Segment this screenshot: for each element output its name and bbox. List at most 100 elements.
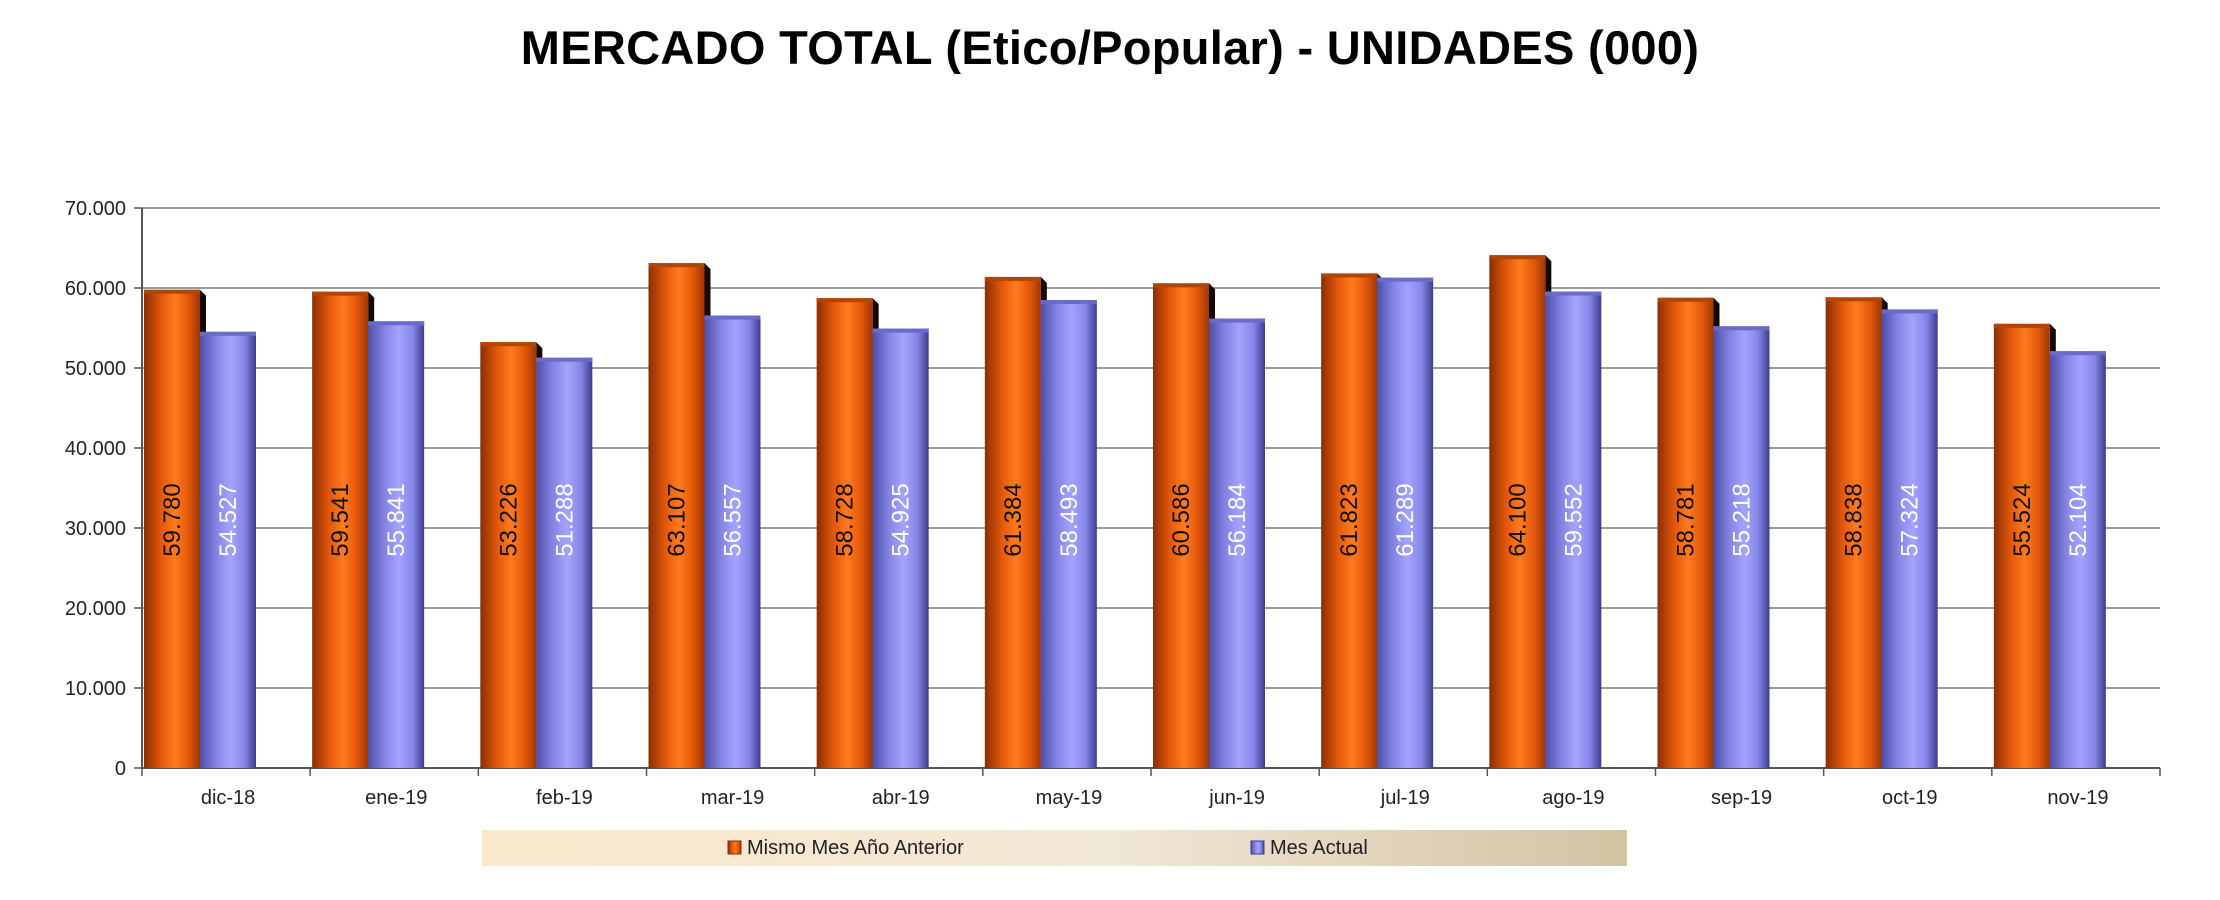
- data-label: 63.107: [664, 483, 691, 556]
- bar-top-ago-19: [1545, 291, 1602, 296]
- bar-previous-year-mar-19: [648, 263, 705, 768]
- data-label: 58.781: [1673, 483, 1700, 556]
- y-tick-label: 50.000: [65, 358, 126, 380]
- y-tick-label: 40.000: [65, 438, 126, 460]
- bar-top-nov-19: [2049, 351, 2106, 356]
- bar-current-month-mar-19: [704, 315, 761, 768]
- bar-previous-year-may-19: [984, 276, 1041, 768]
- axes: 0 10.000 20.000 30.000 40.000 50.000 60.000 70.…: [65, 198, 2161, 809]
- bar-previous-year-jun-19: [1153, 283, 1209, 768]
- data-label: 58.728: [832, 483, 859, 556]
- bar-top-abr-19: [816, 298, 873, 303]
- x-tick-label: oct-19: [1882, 787, 1938, 809]
- data-label: 54.925: [888, 483, 915, 556]
- bar-top-oct-19: [1881, 309, 1938, 314]
- bar-top-dic-18: [200, 331, 256, 336]
- bar-current-month-jun-19: [1209, 318, 1265, 768]
- bar-current-month-may-19: [1040, 300, 1097, 768]
- bar-top-feb-19: [480, 342, 537, 347]
- bar-top-jul-19: [1377, 277, 1434, 282]
- y-tick-label: 0: [115, 758, 126, 780]
- data-label: 51.288: [551, 483, 578, 556]
- x-tick-label: nov-19: [2047, 787, 2108, 809]
- bar-top-sep-19: [1657, 297, 1714, 302]
- legend-swatch: [1250, 840, 1265, 855]
- bar-current-month-oct-19: [1881, 309, 1938, 768]
- data-label: 53.226: [495, 483, 522, 556]
- bar-top-ene-19: [368, 321, 425, 326]
- bar-top-ene-19: [312, 291, 369, 296]
- data-label: 59.552: [1560, 483, 1587, 556]
- data-label: 57.324: [1897, 483, 1924, 556]
- x-tick-label: ago-19: [1542, 787, 1604, 809]
- bar-top-abr-19: [872, 328, 929, 333]
- bars: 59.780 54.527 59.541 55.841 53.226 51.288 63.1…: [144, 255, 2106, 768]
- bar-top-mar-19: [648, 263, 705, 268]
- bar-top-sep-19: [1713, 326, 1770, 331]
- legend-swatch: [727, 840, 742, 855]
- data-label: 60.586: [1168, 483, 1195, 556]
- bar-previous-year-ene-19: [312, 291, 369, 768]
- legend-label: Mismo Mes Año Anterior: [747, 837, 964, 859]
- bar-previous-year-jul-19: [1321, 273, 1378, 768]
- bar-previous-year-ago-19: [1489, 255, 1546, 768]
- y-tick-label: 60.000: [65, 278, 126, 300]
- bar-top-ago-19: [1489, 255, 1546, 260]
- bar-top-dic-18: [144, 289, 200, 294]
- legend-label: Mes Actual: [1270, 837, 1368, 859]
- x-tick-label: jul-19: [1380, 787, 1430, 809]
- legend: Mismo Mes Año Anterior Mes Actual: [482, 830, 1627, 866]
- data-label: 55.524: [2009, 483, 2036, 556]
- data-label: 59.780: [159, 483, 186, 556]
- bar-current-month-ago-19: [1545, 291, 1602, 768]
- data-label: 61.384: [1000, 483, 1027, 556]
- data-label: 56.184: [1224, 483, 1251, 556]
- x-tick-label: ene-19: [365, 787, 427, 809]
- bar-previous-year-abr-19: [816, 298, 873, 768]
- x-tick-label: mar-19: [701, 787, 764, 809]
- bar-previous-year-oct-19: [1825, 297, 1882, 768]
- bar-top-jun-19: [1153, 283, 1209, 288]
- data-label: 55.218: [1729, 483, 1756, 556]
- data-label: 64.100: [1504, 483, 1531, 556]
- bar-previous-year-dic-18: [144, 289, 200, 768]
- bar-top-mar-19: [704, 315, 761, 320]
- bar-current-month-feb-19: [536, 357, 593, 768]
- x-tick-label: may-19: [1036, 787, 1103, 809]
- y-tick-label: 20.000: [65, 598, 126, 620]
- bar-current-month-abr-19: [872, 328, 929, 768]
- x-tick-label: abr-19: [872, 787, 930, 809]
- data-label: 52.104: [2065, 483, 2092, 556]
- bar-current-month-ene-19: [368, 321, 425, 768]
- data-label: 58.493: [1056, 483, 1083, 556]
- data-label: 59.541: [327, 483, 354, 556]
- bar-top-may-19: [1040, 300, 1097, 305]
- bar-top-nov-19: [1993, 323, 2050, 328]
- bar-current-month-dic-18: [200, 331, 256, 768]
- data-label: 55.841: [383, 483, 410, 556]
- bar-previous-year-nov-19: [1993, 323, 2050, 768]
- bar-current-month-nov-19: [2049, 351, 2106, 768]
- legend-background: [482, 830, 1627, 866]
- bar-previous-year-feb-19: [480, 342, 537, 768]
- y-tick-label: 30.000: [65, 518, 126, 540]
- x-tick-label: feb-19: [536, 787, 593, 809]
- data-label: 54.527: [215, 483, 242, 556]
- data-label: 61.289: [1392, 483, 1419, 556]
- bar-top-jun-19: [1209, 318, 1265, 323]
- y-tick-label: 10.000: [65, 678, 126, 700]
- bar-top-oct-19: [1825, 297, 1882, 302]
- chart-title: MERCADO TOTAL (Etico/Popular) - UNIDADES…: [520, 21, 1700, 74]
- data-label: 56.557: [720, 483, 747, 556]
- y-tick-label: 70.000: [65, 198, 126, 220]
- bar-top-feb-19: [536, 357, 593, 362]
- bar-top-jul-19: [1321, 273, 1378, 278]
- data-label: 61.823: [1336, 483, 1363, 556]
- data-label: 58.838: [1841, 483, 1868, 556]
- x-tick-label: dic-18: [201, 787, 255, 809]
- bar-top-may-19: [984, 276, 1041, 281]
- x-tick-label: jun-19: [1208, 787, 1265, 809]
- bar-current-month-sep-19: [1713, 326, 1770, 768]
